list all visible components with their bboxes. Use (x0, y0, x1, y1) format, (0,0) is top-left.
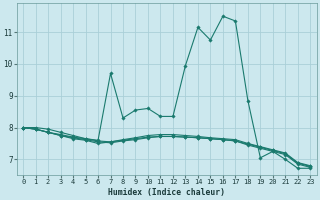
X-axis label: Humidex (Indice chaleur): Humidex (Indice chaleur) (108, 188, 225, 197)
